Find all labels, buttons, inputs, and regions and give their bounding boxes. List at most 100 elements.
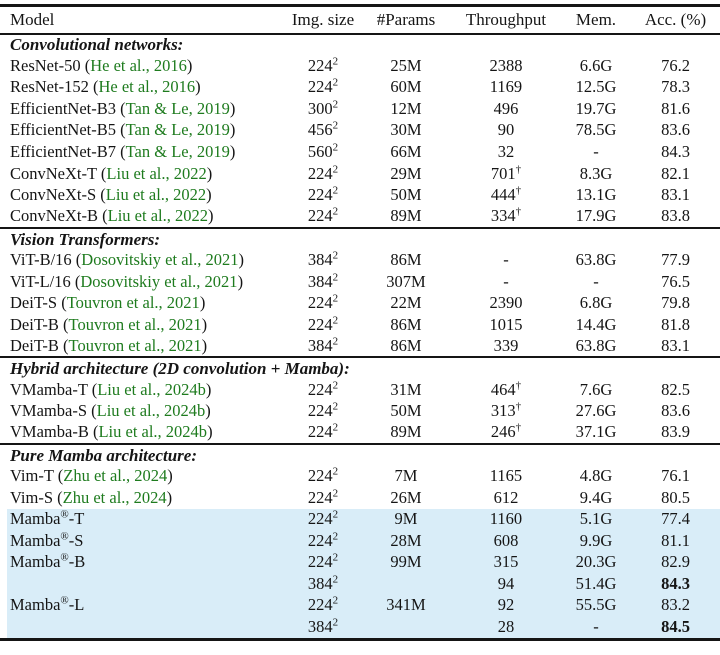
cell-model: ResNet-152 (He et al., 2016) <box>10 77 201 97</box>
cell-mem: 20.3G <box>561 551 631 574</box>
cell-throughput: 315 <box>451 551 561 574</box>
cell-mem: 8.3G <box>579 163 613 183</box>
cell-throughput: 1165 <box>489 465 523 485</box>
citation-link[interactable]: Dosovitskiy et al., 2021 <box>81 249 239 269</box>
cell-img-size: 2242 <box>307 163 339 183</box>
superscript-2: 2 <box>332 55 339 68</box>
dagger-mark: † <box>515 184 522 197</box>
citation-link[interactable]: He et al., 2016 <box>90 55 187 75</box>
cell-throughput: 1160 <box>451 508 561 531</box>
citation-link[interactable]: Liu et al., 2022 <box>105 185 207 205</box>
citation-link[interactable]: Tan & Le, 2019 <box>125 120 230 140</box>
cell-params: 341M <box>361 594 451 617</box>
cell-img-size: 3842 <box>285 616 361 639</box>
table-row: EfficientNet-B5 (Tan & Le, 2019) 4562 30M 9… <box>0 120 720 142</box>
cell-model: EfficientNet-B3 (Tan & Le, 2019) <box>10 98 236 118</box>
cell-params: 307M <box>386 271 426 291</box>
cell-mem: 63.8G <box>575 335 617 355</box>
cell-img-size: 3842 <box>285 573 361 595</box>
column-header-throughput: Throughput <box>451 5 561 35</box>
cell-params: 28M <box>361 530 451 552</box>
citation-link[interactable]: Tan & Le, 2019 <box>125 142 230 162</box>
cell-model: DeiT-S (Touvron et al., 2021) <box>10 293 206 313</box>
citation-link[interactable]: Liu et al., 2022 <box>106 163 207 183</box>
citation-link[interactable]: Zhu et al., 2024 <box>62 487 167 507</box>
cell-throughput: 90 <box>497 120 515 140</box>
cell-throughput: 701† <box>490 163 522 183</box>
table-row: ConvNeXt-T (Liu et al., 2022) 2242 29M 701†… <box>0 163 720 185</box>
cell-model: Vim-S (Zhu et al., 2024) <box>10 487 173 507</box>
citation-link[interactable]: He et al., 2016 <box>98 77 196 97</box>
citation-link[interactable]: Liu et al., 2024b <box>98 422 208 442</box>
dagger-mark: † <box>515 205 522 218</box>
citation-link[interactable]: Touvron et al., 2021 <box>68 314 202 334</box>
cell-model: Mamba®-B <box>0 551 285 574</box>
cell-params: 7M <box>394 465 418 485</box>
table-row: VMamba-S (Liu et al., 2024b) 2242 50M 313† 2… <box>0 401 720 423</box>
cell-throughput: 94 <box>451 573 561 595</box>
citation-link[interactable]: Liu et al., 2024b <box>96 401 206 421</box>
superscript-2: 2 <box>332 76 339 89</box>
dagger-mark: † <box>515 379 522 392</box>
citation-link[interactable]: Liu et al., 2022 <box>107 206 208 226</box>
cell-mem: - <box>561 616 631 639</box>
cell-mem: 12.5G <box>575 77 617 97</box>
cell-throughput: 1015 <box>489 314 523 334</box>
cell-img-size: 2242 <box>307 76 339 97</box>
cell-acc: 79.8 <box>661 293 690 313</box>
cell-img-size: 2242 <box>285 594 361 617</box>
cell-model: ResNet-50 (He et al., 2016) <box>10 55 193 75</box>
cell-params: 89M <box>390 206 422 226</box>
cell-params: 50M <box>390 185 422 205</box>
cell-mem: 7.6G <box>579 379 613 399</box>
cell-throughput: 246† <box>490 421 522 442</box>
cell-params: 22M <box>390 293 422 313</box>
cell-model: ViT-L/16 (Dosovitskiy et al., 2021) <box>10 271 244 291</box>
column-header-img-size: Img. size <box>285 5 361 35</box>
table-bottom-rule <box>0 638 720 642</box>
column-header-acc: Acc. (%) <box>631 5 720 35</box>
cell-params: 86M <box>390 314 422 334</box>
section-title: Convolutional networks: <box>10 35 184 55</box>
table-row: Mamba®-L 2242 341M 92 55.5G 83.2 <box>0 594 720 617</box>
cell-model: EfficientNet-B5 (Tan & Le, 2019) <box>10 120 236 140</box>
section-header-row: Vision Transformers: <box>0 226 720 250</box>
column-header-params: #Params <box>361 5 451 35</box>
cell-img-size: 5602 <box>307 141 339 162</box>
cell-img-size: 2242 <box>307 55 339 75</box>
cell-acc: 81.1 <box>631 530 720 552</box>
cell-img-size: 2242 <box>307 487 339 507</box>
section-title: Vision Transformers: <box>0 226 720 250</box>
superscript-2: 2 <box>332 379 339 392</box>
cell-img-size: 2242 <box>307 465 339 485</box>
dagger-mark: † <box>515 163 522 176</box>
superscript-2: 2 <box>332 314 339 327</box>
citation-link[interactable]: Zhu et al., 2024 <box>63 465 168 485</box>
cell-acc: 83.1 <box>661 185 690 205</box>
cell-mem: 9.9G <box>561 530 631 552</box>
citation-link[interactable]: Dosovitskiy et al., 2021 <box>80 271 238 291</box>
cell-params: 50M <box>390 401 422 421</box>
cell-acc: 84.3 <box>661 142 690 162</box>
registered-mark: ® <box>60 530 69 543</box>
cell-img-size: 2242 <box>307 205 339 226</box>
cell-img-size: 2242 <box>285 551 361 574</box>
citation-link[interactable]: Touvron et al., 2021 <box>66 293 200 313</box>
citation-link[interactable]: Tan & Le, 2019 <box>125 98 230 118</box>
table-row: ViT-L/16 (Dosovitskiy et al., 2021) 3842 3… <box>0 271 720 293</box>
cell-params: 12M <box>390 98 422 118</box>
section-header-row: Hybrid architecture (2D convolution + Ma… <box>0 356 720 379</box>
cell-acc: 82.5 <box>661 379 690 399</box>
cell-mem: 9.4G <box>579 487 613 507</box>
cell-acc: 78.3 <box>661 77 690 97</box>
citation-link[interactable]: Liu et al., 2024b <box>97 379 206 399</box>
superscript-2: 2 <box>332 487 339 500</box>
cell-img-size: 2242 <box>307 379 339 399</box>
citation-link[interactable]: Touvron et al., 2021 <box>68 335 202 355</box>
cell-mem: 14.4G <box>575 314 617 334</box>
cell-model: ConvNeXt-S (Liu et al., 2022) <box>10 185 212 205</box>
cell-img-size: 3842 <box>307 335 339 355</box>
cell-acc: 83.6 <box>661 401 690 421</box>
section-header-row: Pure Mamba architecture: <box>0 442 720 466</box>
